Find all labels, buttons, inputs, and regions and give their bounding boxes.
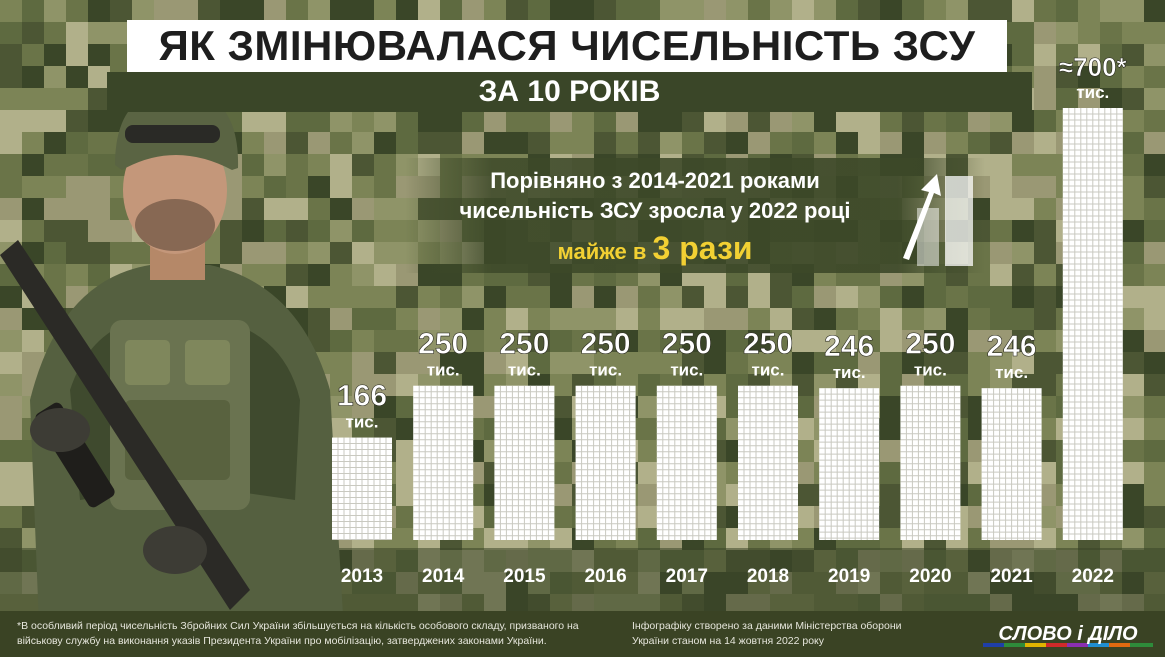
comparison-line-1: Порівняно з 2014-2021 роками [490, 168, 820, 193]
bar-2013 [332, 437, 392, 541]
unit-label-2019: тис. [833, 363, 866, 382]
source-note: Інфографіку створено за даними Міністерс… [632, 620, 902, 647]
category-label-2020: 2020 [909, 566, 951, 587]
category-label-2019: 2019 [828, 566, 870, 587]
category-label-2022: 2022 [1072, 566, 1114, 587]
category-label-2014: 2014 [422, 566, 465, 587]
category-label-2013: 2013 [341, 566, 383, 587]
page-title: ЯК ЗМІНЮВАЛАСЯ ЧИСЕЛЬНІСТЬ ЗСУ [158, 22, 976, 69]
value-label-2018: 250 [743, 328, 793, 361]
title-banner: ЯК ЗМІНЮВАЛАСЯ ЧИСЕЛЬНІСТЬ ЗСУ [127, 20, 1007, 72]
value-label-2020: 250 [905, 328, 955, 361]
comparison-line-3: майже в 3 рази [405, 230, 905, 267]
comparison-line-2: чисельність ЗСУ зросла у 2022 році [459, 198, 851, 223]
bar-2022 [1062, 108, 1123, 540]
category-label-2021: 2021 [990, 566, 1033, 587]
unit-label-2015: тис. [508, 361, 541, 380]
unit-label-2021: тис. [995, 363, 1028, 382]
page-subtitle: ЗА 10 РОКІВ [478, 75, 661, 108]
bar-2018 [738, 385, 798, 540]
value-label-2017: 250 [662, 328, 712, 361]
unit-label-2017: тис. [670, 361, 703, 380]
bar-2014 [413, 385, 474, 540]
unit-label-2018: тис. [752, 361, 785, 380]
comparison-callout: Порівняно з 2014-2021 роками чисельність… [405, 158, 985, 273]
category-label-2017: 2017 [666, 566, 708, 587]
value-label-2016: 250 [581, 328, 631, 361]
value-label-2015: 250 [499, 328, 549, 361]
unit-label-2014: тис. [427, 361, 460, 380]
footnote: *В особливий період чисельність Збройних… [17, 620, 579, 647]
value-label-2013: 166 [337, 380, 387, 413]
bar-2020 [900, 385, 961, 540]
value-label-2014: 250 [418, 328, 468, 361]
bar-2021 [981, 388, 1042, 540]
brand-logo: СЛОВО і ДІЛО [983, 623, 1153, 647]
bar-2015 [494, 385, 555, 540]
bar-2017 [656, 385, 717, 540]
category-label-2015: 2015 [503, 566, 546, 587]
unit-label-2022: тис. [1076, 83, 1109, 102]
brand-name: СЛОВО і ДІЛО [998, 623, 1138, 645]
value-label-2022: ≈700* [1059, 52, 1128, 82]
comparison-highlight: 3 рази [652, 230, 753, 266]
unit-label-2016: тис. [589, 361, 622, 380]
value-label-2021: 246 [987, 330, 1037, 363]
bar-2016 [575, 385, 636, 540]
footer: *В особливий період чисельність Збройних… [0, 611, 1165, 657]
unit-label-2013: тис. [346, 413, 379, 432]
unit-label-2020: тис. [914, 361, 947, 380]
category-label-2018: 2018 [747, 566, 789, 587]
category-label-2016: 2016 [584, 566, 626, 587]
bar-2019 [819, 388, 880, 540]
soldier-illustration [0, 88, 345, 650]
growth-arrow-icon [903, 174, 973, 266]
subtitle-banner: ЗА 10 РОКІВ [107, 72, 1032, 112]
value-label-2019: 246 [824, 330, 874, 363]
comparison-prefix: майже в [557, 239, 647, 264]
